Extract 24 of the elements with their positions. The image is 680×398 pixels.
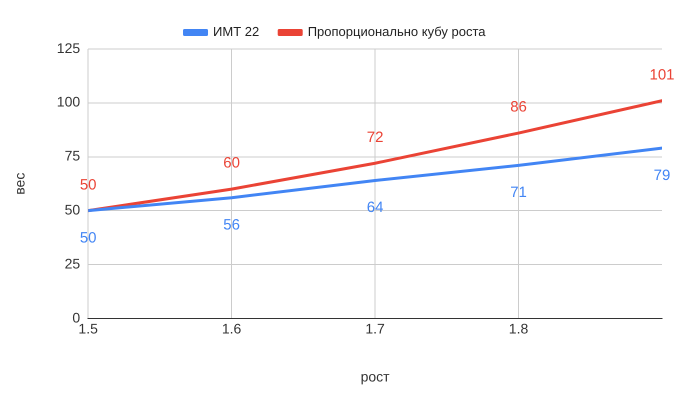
y-tick-label: 125 (56, 40, 80, 56)
data-label: 79 (654, 166, 670, 184)
data-label: 50 (80, 176, 96, 194)
legend-label: ИМТ 22 (213, 24, 260, 40)
data-label: 56 (223, 216, 240, 234)
data-label: 60 (223, 154, 240, 172)
y-axis-title: вес (11, 172, 28, 195)
y-tick-label: 50 (64, 202, 80, 218)
y-tick-label: 25 (64, 255, 80, 272)
data-label: 86 (510, 98, 527, 116)
data-label: 71 (510, 184, 527, 202)
x-tick-label: 1.8 (508, 320, 528, 337)
x-axis-title: рост (360, 368, 390, 384)
x-tick-label: 1.5 (78, 320, 98, 337)
x-tick-label: 1.6 (222, 320, 242, 337)
y-tick-label: 0 (72, 309, 80, 326)
legend-label: Пропорционально кубу роста (308, 24, 486, 40)
x-tick-label: 1.7 (365, 320, 386, 337)
y-tick-label: 100 (56, 94, 80, 110)
y-tick-label: 75 (64, 148, 80, 164)
data-label: 64 (366, 199, 384, 216)
data-label: 101 (649, 66, 675, 84)
data-label: 72 (366, 128, 384, 146)
data-label: 50 (80, 229, 96, 246)
